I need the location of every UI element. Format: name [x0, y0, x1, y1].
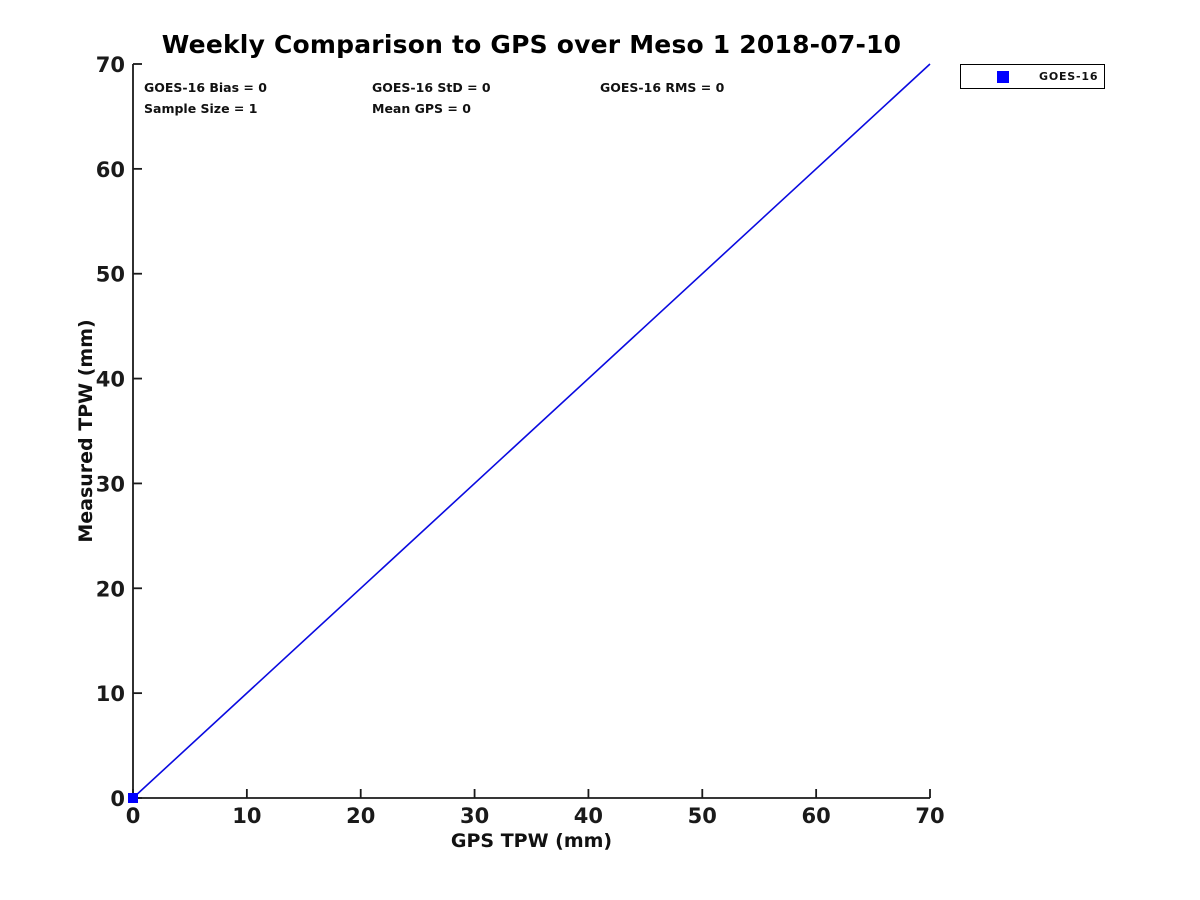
stat-mean-gps: Mean GPS = 0 — [372, 101, 471, 116]
x-axis-label: GPS TPW (mm) — [450, 830, 613, 852]
legend-goes16-square-icon — [997, 70, 1009, 83]
x-tick-label: 30 — [460, 804, 489, 828]
x-tick-label: 40 — [574, 804, 603, 828]
stat-goes16-rms: GOES-16 RMS = 0 — [600, 80, 725, 95]
one-to-one-line — [132, 63, 931, 799]
y-tick-label: 50 — [96, 263, 125, 287]
y-tick-label: 20 — [96, 577, 125, 601]
stat-goes16-std: GOES-16 StD = 0 — [372, 80, 491, 95]
stat-sample-size: Sample Size = 1 — [144, 101, 258, 116]
y-tick-label: 40 — [96, 368, 125, 392]
y-tick-label: 10 — [96, 682, 125, 706]
x-tick-label: 10 — [232, 804, 261, 828]
legend: GOES-16 — [960, 64, 1105, 89]
y-tick-label: 0 — [110, 787, 125, 811]
data-point-GOES-16 — [128, 793, 138, 803]
y-axis-label: Measured TPW (mm) — [75, 319, 97, 543]
x-tick-label: 50 — [688, 804, 717, 828]
x-tick-label: 20 — [346, 804, 375, 828]
y-tick-label: 60 — [96, 158, 125, 182]
x-tick-label: 60 — [802, 804, 831, 828]
y-tick-label: 70 — [96, 53, 125, 77]
legend-label-goes16: GOES-16 — [1039, 70, 1099, 83]
stat-goes16-bias: GOES-16 Bias = 0 — [144, 80, 267, 95]
y-tick-label: 30 — [96, 472, 125, 496]
x-tick-label: 0 — [126, 804, 141, 828]
x-tick-label: 70 — [915, 804, 944, 828]
chart-title: Weekly Comparison to GPS over Meso 1 201… — [161, 30, 902, 59]
